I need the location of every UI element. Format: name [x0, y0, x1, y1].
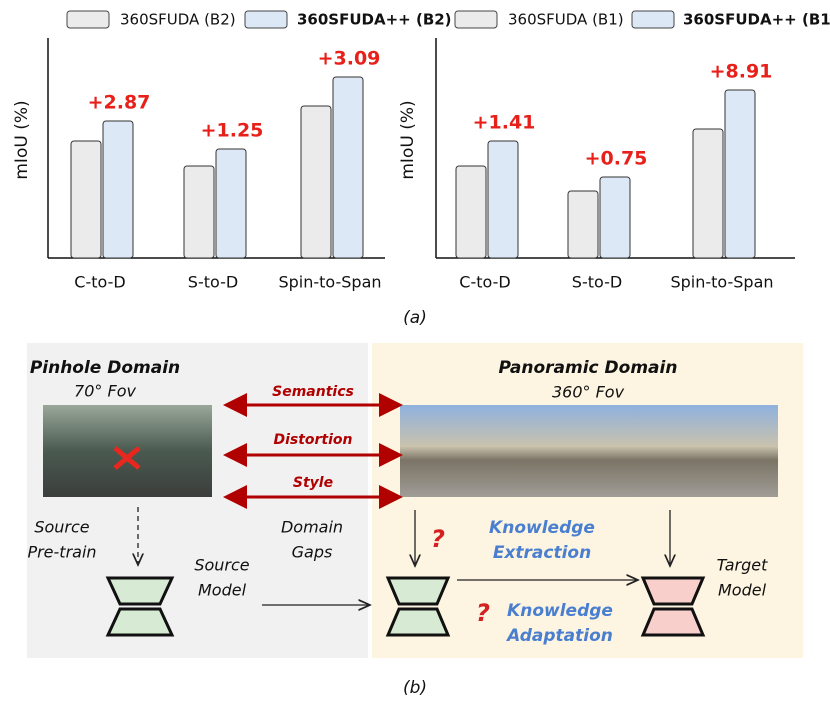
- pretrain-label: Pre-train: [27, 543, 96, 562]
- extraction-label: Knowledge: [489, 518, 595, 538]
- bar: [215, 148, 247, 259]
- legend-label: 360SFUDA++ (B1): [683, 11, 830, 29]
- gap-label: Semantics: [272, 384, 354, 400]
- question-mark: ?: [431, 525, 445, 553]
- bar: [567, 190, 599, 259]
- delta-label: +0.75: [585, 148, 648, 170]
- panel-title: Panoramic Domain: [499, 358, 678, 378]
- y-axis-label: mIoU (%): [398, 100, 418, 179]
- caption: (b): [403, 678, 427, 698]
- bar: [332, 76, 364, 259]
- y-axis-label: mIoU (%): [12, 100, 32, 179]
- panel-subtitle: 70° Fov: [74, 382, 136, 401]
- legend-label: 360SFUDA (B1): [508, 11, 624, 29]
- source-model-label: Model: [198, 581, 247, 600]
- model-icons: [105, 576, 706, 637]
- x-tick-label: C-to-D: [459, 273, 510, 292]
- bar: [692, 128, 724, 259]
- bar: [487, 140, 519, 259]
- delta-label: +1.25: [201, 120, 264, 142]
- panel-subtitle: 360° Fov: [552, 383, 625, 402]
- delta-label: +3.09: [318, 48, 381, 70]
- x-tick-label: S-to-D: [572, 273, 622, 292]
- legend-swatch: [66, 10, 110, 29]
- bar: [70, 140, 102, 259]
- legend-label: 360SFUDA++ (B2): [297, 11, 452, 29]
- delta-label: +1.41: [473, 112, 536, 134]
- x-tick-label: Spin-to-Span: [670, 273, 773, 292]
- adaptation-label: Knowledge: [507, 601, 613, 621]
- gap-label: Style: [293, 475, 333, 491]
- gap-label: Distortion: [273, 432, 352, 448]
- pretrain-label: Source: [34, 518, 89, 537]
- adaptation-label: Adaptation: [505, 626, 613, 646]
- panoramic-panel: [372, 343, 803, 658]
- pinhole-image: [43, 405, 212, 497]
- extraction-label: Extraction: [493, 543, 591, 563]
- x-tick-label: S-to-D: [188, 273, 238, 292]
- target-model-label: Model: [718, 581, 767, 600]
- flow-arrows: [138, 507, 670, 605]
- legend-swatch: [631, 10, 675, 29]
- target-model-label: Target: [717, 556, 768, 575]
- panoramic-image: [400, 405, 778, 497]
- cross: [113, 446, 141, 470]
- bar: [455, 165, 487, 259]
- gap-arrows: [223, 393, 403, 509]
- panel-title: Pinhole Domain: [30, 358, 180, 378]
- legend-label: 360SFUDA (B2): [120, 11, 236, 29]
- question-mark: ?: [476, 599, 490, 627]
- bar: [300, 105, 332, 259]
- bar: [183, 165, 215, 259]
- legend-swatch: [244, 10, 288, 29]
- caption: (a): [403, 308, 427, 328]
- bar: [599, 176, 631, 259]
- x-tick-label: C-to-D: [74, 273, 125, 292]
- bar: [724, 89, 756, 259]
- delta-label: +8.91: [710, 61, 773, 83]
- delta-label: +2.87: [88, 92, 151, 114]
- x-tick-label: Spin-to-Span: [278, 273, 381, 292]
- gaps-label: Gaps: [292, 543, 333, 562]
- legend-swatch: [454, 10, 498, 29]
- bar: [102, 120, 134, 259]
- gaps-label: Domain: [281, 518, 343, 537]
- source-model-label: Source: [194, 556, 249, 575]
